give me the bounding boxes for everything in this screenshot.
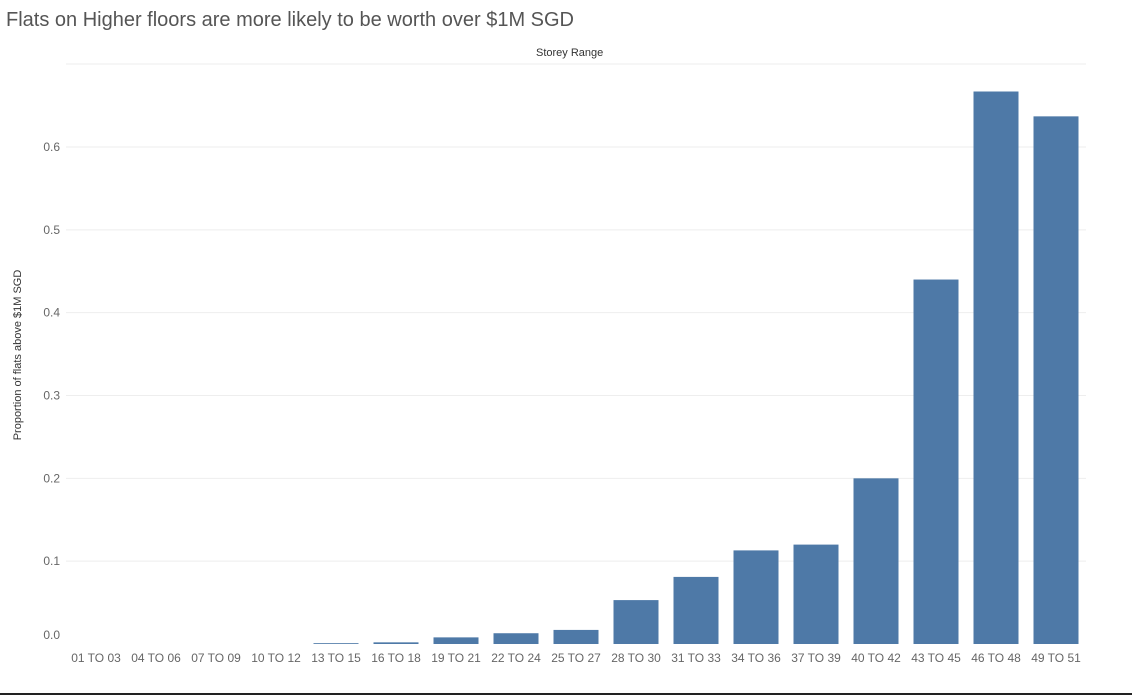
bar[interactable] (433, 637, 479, 644)
bar[interactable] (973, 91, 1019, 645)
x-tick-label: 43 TO 45 (911, 651, 961, 665)
bar[interactable] (613, 600, 659, 644)
x-tick-label: 49 TO 51 (1031, 651, 1081, 665)
y-tick-label: 0.4 (43, 306, 60, 320)
x-tick-label: 22 TO 24 (491, 651, 541, 665)
bar[interactable] (493, 633, 539, 644)
y-tick-label: 0.1 (43, 554, 60, 568)
bar[interactable] (793, 544, 839, 644)
bar[interactable] (313, 643, 359, 644)
bar[interactable] (673, 576, 719, 644)
bar[interactable] (1033, 116, 1079, 644)
x-tick-label: 04 TO 06 (131, 651, 181, 665)
x-tick-label: 07 TO 09 (191, 651, 241, 665)
y-tick-label: 0.5 (43, 223, 60, 237)
bar[interactable] (373, 642, 419, 644)
chart-title: Flats on Higher floors are more likely t… (6, 9, 574, 31)
x-tick-label: 34 TO 36 (731, 651, 781, 665)
x-tick-label: 25 TO 27 (551, 651, 601, 665)
x-tick-label: 40 TO 42 (851, 651, 901, 665)
x-tick-label: 01 TO 03 (71, 651, 121, 665)
y-tick-label: 0.6 (43, 140, 60, 154)
x-tick-label: 13 TO 15 (311, 651, 361, 665)
bar[interactable] (853, 478, 899, 644)
bar[interactable] (733, 550, 779, 644)
bar[interactable] (913, 279, 959, 644)
x-tick-label: 10 TO 12 (251, 651, 301, 665)
bar[interactable] (553, 629, 599, 644)
x-tick-label: 31 TO 33 (671, 651, 721, 665)
x-tick-label: 28 TO 30 (611, 651, 661, 665)
x-tick-label: 19 TO 21 (431, 651, 481, 665)
y-tick-label: 0.0 (43, 628, 60, 642)
x-tick-label: 46 TO 48 (971, 651, 1021, 665)
bottom-border (0, 693, 1132, 695)
x-axis-title: Storey Range (536, 47, 604, 59)
y-tick-labels: 0.0 0.1 0.2 0.3 0.4 0.5 0.6 (43, 140, 60, 642)
y-tick-label: 0.3 (43, 389, 60, 403)
x-tick-label: 37 TO 39 (791, 651, 841, 665)
x-tick-labels: 01 TO 03 04 TO 06 07 TO 09 10 TO 12 13 TO 15… (71, 651, 1081, 665)
bars (313, 91, 1079, 645)
x-tick-label: 16 TO 18 (371, 651, 421, 665)
y-tick-label: 0.2 (43, 471, 60, 485)
